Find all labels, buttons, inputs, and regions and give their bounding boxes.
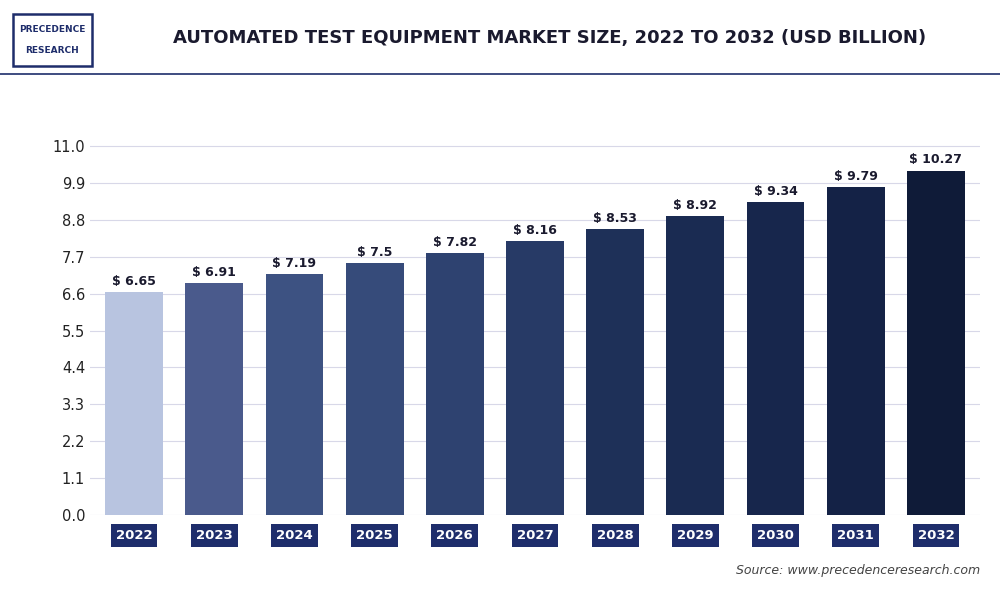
Text: $ 10.27: $ 10.27 bbox=[909, 153, 962, 166]
Text: 2022: 2022 bbox=[116, 529, 152, 542]
Bar bbox=[105, 292, 163, 515]
Text: 2032: 2032 bbox=[918, 529, 954, 542]
Text: 2031: 2031 bbox=[837, 529, 874, 542]
Bar bbox=[747, 202, 804, 515]
Bar bbox=[506, 242, 564, 515]
Text: $ 8.53: $ 8.53 bbox=[593, 212, 637, 225]
Bar bbox=[666, 216, 724, 515]
Text: AUTOMATED TEST EQUIPMENT MARKET SIZE, 2022 TO 2032 (USD BILLION): AUTOMATED TEST EQUIPMENT MARKET SIZE, 20… bbox=[173, 30, 927, 47]
Bar bbox=[827, 186, 885, 515]
Text: $ 7.19: $ 7.19 bbox=[272, 257, 316, 270]
Text: $ 7.82: $ 7.82 bbox=[433, 236, 477, 249]
Text: $ 7.5: $ 7.5 bbox=[357, 246, 392, 259]
Text: 2025: 2025 bbox=[356, 529, 393, 542]
Bar bbox=[346, 263, 404, 515]
Text: $ 9.79: $ 9.79 bbox=[834, 169, 878, 182]
Bar bbox=[185, 283, 243, 515]
Text: 2027: 2027 bbox=[517, 529, 553, 542]
Text: 2026: 2026 bbox=[436, 529, 473, 542]
Text: $ 8.92: $ 8.92 bbox=[673, 199, 717, 212]
Text: PRECEDENCE: PRECEDENCE bbox=[19, 25, 86, 34]
Text: 2030: 2030 bbox=[757, 529, 794, 542]
Text: $ 6.65: $ 6.65 bbox=[112, 275, 156, 288]
Text: 2024: 2024 bbox=[276, 529, 313, 542]
Text: 2029: 2029 bbox=[677, 529, 714, 542]
Bar bbox=[586, 229, 644, 515]
Text: 2028: 2028 bbox=[597, 529, 634, 542]
FancyBboxPatch shape bbox=[13, 14, 92, 66]
Text: $ 6.91: $ 6.91 bbox=[192, 266, 236, 279]
Bar bbox=[266, 274, 323, 515]
Bar bbox=[426, 253, 484, 515]
Text: 2023: 2023 bbox=[196, 529, 233, 542]
Text: Source: www.precedenceresearch.com: Source: www.precedenceresearch.com bbox=[736, 564, 980, 577]
Text: $ 9.34: $ 9.34 bbox=[754, 185, 797, 198]
Text: $ 8.16: $ 8.16 bbox=[513, 224, 557, 237]
Text: RESEARCH: RESEARCH bbox=[26, 46, 79, 54]
Bar bbox=[907, 170, 965, 515]
